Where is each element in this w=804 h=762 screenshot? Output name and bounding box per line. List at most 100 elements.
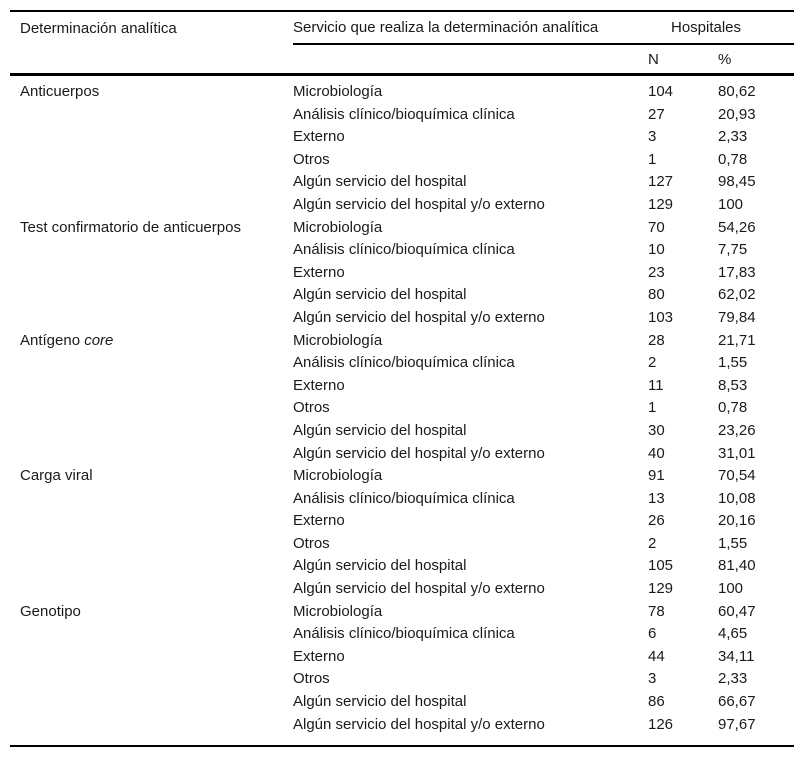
n-cell: 70: [648, 218, 665, 236]
service-cell: Microbiología: [293, 218, 383, 236]
percent-cell: 21,71: [718, 331, 756, 349]
table-row: Algún servicio del hospital 105 81,40: [10, 555, 794, 578]
determination-cell: [10, 171, 293, 194]
percent-cell: 31,01: [718, 444, 756, 462]
determination-cell: [10, 533, 293, 556]
percent-cell: 0,78: [718, 399, 748, 417]
service-cell: Microbiología: [293, 331, 383, 349]
table-row: Algún servicio del hospital 80 62,02: [10, 284, 794, 307]
header-row-top: Determinación analítica Servicio que rea…: [10, 11, 795, 45]
determination-cell: [10, 352, 293, 375]
service-cell: Algún servicio del hospital y/o externo: [293, 195, 545, 213]
table-row: Externo 11 8,53: [10, 375, 794, 398]
service-cell: Algún servicio del hospital: [293, 693, 467, 711]
table-row: Anticuerpos Microbiología 104 80,62: [10, 75, 794, 104]
table-row: Carga viral Microbiología 91 70,54: [10, 465, 794, 488]
determination-cell: [10, 488, 293, 511]
service-cell: Análisis clínico/bioquímica clínica: [293, 489, 515, 507]
service-cell: Externo: [293, 512, 345, 530]
n-cell: 129: [648, 580, 674, 598]
n-cell: 13: [648, 489, 665, 507]
n-cell: 103: [648, 308, 674, 326]
n-cell: 2: [648, 354, 657, 372]
n-cell: 40: [648, 444, 665, 462]
table-row: Otros 1 0,78: [10, 397, 794, 420]
determination-cell: Antígeno core: [20, 331, 114, 349]
table-row: Análisis clínico/bioquímica clínica 6 4,65: [10, 623, 794, 646]
determination-cell: [10, 284, 293, 307]
determination-cell: [10, 126, 293, 149]
percent-cell: 54,26: [718, 218, 756, 236]
n-cell: 91: [648, 467, 665, 485]
n-cell: 127: [648, 173, 674, 191]
table-body: Anticuerpos Microbiología 104 80,62 Análisis…: [10, 75, 794, 747]
determination-cell: [10, 714, 293, 747]
percent-cell: 79,84: [718, 308, 756, 326]
service-cell: Análisis clínico/bioquímica clínica: [293, 625, 515, 643]
determination-cell: [10, 104, 293, 127]
percent-cell: 97,67: [718, 715, 756, 733]
percent-cell: 98,45: [718, 173, 756, 191]
service-cell: Algún servicio del hospital y/o externo: [293, 308, 545, 326]
table-row: Algún servicio del hospital 86 66,67: [10, 691, 794, 714]
column-group-header-hospitales: Hospitales: [648, 11, 795, 45]
percent-cell: 20,16: [718, 512, 756, 530]
n-cell: 23: [648, 263, 665, 281]
determination-cell: [10, 149, 293, 172]
n-cell: 26: [648, 512, 665, 530]
table-row: Test confirmatorio de anticuerpos Microbi…: [10, 217, 794, 240]
determination-cell: [10, 375, 293, 398]
n-cell: 129: [648, 195, 674, 213]
determination-cell: [10, 262, 293, 285]
table-row: Antígeno core Microbiología 28 21,71: [10, 330, 794, 353]
service-cell: Otros: [293, 399, 330, 417]
percent-cell: 10,08: [718, 489, 756, 507]
n-cell: 104: [648, 83, 674, 100]
service-cell: Externo: [293, 376, 345, 394]
percent-cell: 81,40: [718, 557, 756, 575]
percent-cell: 7,75: [718, 241, 748, 259]
percent-cell: 0,78: [718, 150, 748, 168]
table-row: Algún servicio del hospital y/o externo 4…: [10, 443, 794, 466]
n-cell: 1: [648, 399, 657, 417]
n-cell: 78: [648, 602, 665, 620]
table-row: Genotipo Microbiología 78 60,47: [10, 601, 794, 624]
service-cell: Microbiología: [293, 467, 383, 485]
header-row-sub: N %: [10, 44, 795, 75]
determination-cell: [10, 646, 293, 669]
determination-italic-term: core: [84, 331, 114, 349]
table-row: Externo 3 2,33: [10, 126, 794, 149]
percent-cell: 23,26: [718, 421, 756, 439]
service-cell: Externo: [293, 128, 345, 146]
determination-cell: Carga viral: [20, 467, 93, 485]
percent-cell: 2,33: [718, 670, 748, 688]
n-cell: 3: [648, 128, 657, 146]
n-cell: 105: [648, 557, 674, 575]
header-spacer-determination: [10, 44, 293, 75]
percent-cell: 100: [718, 195, 744, 213]
service-cell: Algún servicio del hospital: [293, 173, 467, 191]
table-row: Otros 3 2,33: [10, 668, 794, 691]
service-cell: Algún servicio del hospital y/o externo: [293, 580, 545, 598]
service-cell: Algún servicio del hospital y/o externo: [293, 715, 545, 733]
table-header: Determinación analítica Servicio que rea…: [10, 11, 795, 75]
percent-cell: 80,62: [718, 83, 756, 100]
determination-cell: [10, 194, 293, 217]
n-cell: 30: [648, 421, 665, 439]
determination-cell: [10, 307, 293, 330]
determination-cell: [10, 578, 293, 601]
service-cell: Algún servicio del hospital: [293, 557, 467, 575]
service-cell: Análisis clínico/bioquímica clínica: [293, 105, 515, 123]
n-cell: 27: [648, 105, 665, 123]
n-cell: 10: [648, 241, 665, 259]
table-row: Análisis clínico/bioquímica clínica 2 1,55: [10, 352, 794, 375]
table-row: Externo 44 34,11: [10, 646, 794, 669]
percent-cell: 66,67: [718, 693, 756, 711]
table-row: Algún servicio del hospital y/o externo 1…: [10, 194, 794, 217]
service-cell: Otros: [293, 150, 330, 168]
percent-cell: 8,53: [718, 376, 748, 394]
n-cell: 6: [648, 625, 657, 643]
column-header-determination: Determinación analítica: [20, 19, 177, 37]
determination-cell: [10, 420, 293, 443]
table-row: Externo 23 17,83: [10, 262, 794, 285]
